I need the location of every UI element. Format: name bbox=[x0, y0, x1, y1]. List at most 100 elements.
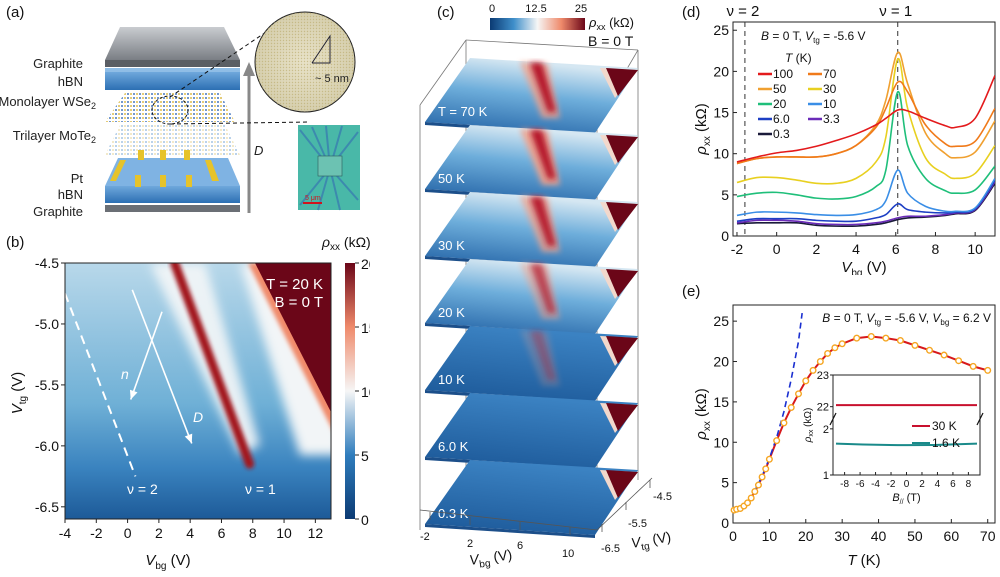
x-tick-label: 30 bbox=[834, 528, 850, 544]
slice-label: 50 K bbox=[438, 171, 465, 186]
x-tick-label: 8 bbox=[932, 241, 940, 257]
slice-label: 6.0 K bbox=[438, 439, 469, 454]
x-tick-label: -2 bbox=[90, 525, 103, 541]
x-axis-label: T (K) bbox=[847, 552, 880, 569]
y-axis-label: Vtg (V) bbox=[9, 372, 29, 415]
panel-b-label: (b) bbox=[6, 234, 25, 251]
nu1-ridge bbox=[170, 263, 255, 469]
layer-label: Graphite bbox=[33, 56, 83, 71]
colorbar bbox=[490, 18, 585, 30]
inset-y-axis-label: ρxx (kΩ) bbox=[803, 408, 815, 444]
y-axis-label: Vtg (V) bbox=[630, 528, 673, 555]
data-point bbox=[773, 437, 781, 445]
data-point bbox=[787, 404, 795, 412]
data-point bbox=[838, 340, 846, 348]
axis-break-right bbox=[976, 412, 984, 426]
y-tick-label: 5 bbox=[721, 187, 729, 203]
n-arrow bbox=[129, 311, 163, 400]
legend-label: 100 bbox=[773, 67, 793, 81]
data-point bbox=[754, 481, 762, 489]
panel-c-label: (c) bbox=[437, 4, 455, 21]
panel-c-3d-slices: 0 12.5 25 ρxx (kΩ) B = 0 T T = 70 K 50 K 3… bbox=[419, 3, 673, 572]
legend-label: 70 bbox=[823, 67, 837, 81]
data-point bbox=[911, 341, 919, 349]
x-axis-label: Vbg (V) bbox=[468, 546, 513, 572]
data-point bbox=[816, 358, 824, 366]
optical-scale-label: 5 μm bbox=[305, 195, 321, 202]
data-point bbox=[809, 366, 817, 374]
data-point bbox=[925, 346, 933, 354]
d-arrowhead bbox=[184, 433, 193, 444]
slice-6: 0.3 K bbox=[425, 460, 638, 538]
x-tick-label: 0 bbox=[124, 525, 132, 541]
x-tick-label: 8 bbox=[249, 525, 257, 541]
data-point bbox=[765, 455, 773, 463]
y-tick-label: 20 bbox=[713, 354, 729, 370]
inset-legend-label: 30 K bbox=[932, 419, 957, 433]
y-tick-label: 10 bbox=[713, 434, 729, 450]
panel-e-label: (e) bbox=[682, 283, 701, 300]
n-arrow-label: n bbox=[121, 366, 129, 382]
data-point bbox=[955, 357, 963, 365]
x-tick-label: 12 bbox=[308, 525, 324, 541]
layer-label: hBN bbox=[58, 74, 83, 89]
field-annotation: B = 0 T bbox=[274, 294, 323, 311]
x-tick-label: 4 bbox=[852, 241, 860, 257]
high-resistance-corner bbox=[606, 135, 638, 163]
slice-surface bbox=[425, 58, 638, 133]
high-resistance-corner bbox=[606, 269, 638, 297]
inset-x-tick-label: -4 bbox=[871, 479, 880, 490]
mote2-layer bbox=[105, 125, 240, 155]
y-tick-label: 25 bbox=[713, 22, 729, 38]
x-tick-label: 10 bbox=[276, 525, 292, 541]
x-tick-label: -2 bbox=[731, 241, 744, 257]
data-point bbox=[969, 362, 977, 370]
slice-surface bbox=[425, 259, 638, 334]
data-point bbox=[744, 499, 752, 507]
colorbar-tick-label: 5 bbox=[361, 448, 369, 464]
y-tick: -5.5 bbox=[628, 518, 647, 530]
nu2-dashed-line bbox=[64, 293, 137, 477]
layer-label: Trilayer MoTe2 bbox=[13, 128, 96, 145]
y-tick-label: 0 bbox=[721, 228, 729, 244]
inset-frame bbox=[832, 374, 981, 476]
chart-title: B = 0 T, Vtg = -5.6 V bbox=[761, 29, 866, 45]
panel-a-label: (a) bbox=[6, 4, 25, 21]
inset-x-tick-label: 8 bbox=[966, 479, 972, 490]
inset-x-tick-label: -8 bbox=[840, 479, 849, 490]
slice-0: T = 70 K bbox=[425, 58, 638, 136]
x-tick-label: 0 bbox=[729, 528, 737, 544]
plot-frame bbox=[64, 262, 332, 520]
inset-y-tick-label: 1 bbox=[823, 470, 829, 482]
x-axis-label: Vbg (V) bbox=[145, 552, 190, 572]
d-arrow-label: D bbox=[254, 143, 263, 158]
temperature-annotation: T = 20 K bbox=[266, 276, 323, 293]
legend-label: 0.3 bbox=[773, 127, 790, 141]
data-point bbox=[751, 488, 759, 496]
colorbar-title: ρxx (kΩ) bbox=[588, 15, 634, 32]
y-tick-label: 0 bbox=[721, 515, 729, 531]
nu1-label: ν = 1 bbox=[245, 481, 276, 497]
y-tick-label: 5 bbox=[721, 475, 729, 491]
nu1-ridge bbox=[530, 197, 556, 246]
y-tick-label: 15 bbox=[713, 105, 729, 121]
series-line-100 bbox=[736, 75, 995, 163]
nu1-ridge bbox=[530, 264, 556, 313]
slice-label: 20 K bbox=[438, 305, 465, 320]
x-tick-label: 6 bbox=[218, 525, 226, 541]
y-tick-label: -4.5 bbox=[35, 255, 59, 271]
inset-x-tick-label: -6 bbox=[856, 479, 865, 490]
data-point bbox=[896, 337, 904, 345]
colorbar-tick-label: 15 bbox=[361, 320, 370, 336]
x-tick-label: 20 bbox=[798, 528, 814, 544]
colorbar-title: ρxx (kΩ) bbox=[321, 234, 370, 253]
x-tick-label: 2 bbox=[155, 525, 163, 541]
y-tick-label: -6.5 bbox=[35, 499, 59, 515]
slice-label: 10 K bbox=[438, 372, 465, 387]
inset-y-tick-label: 22 bbox=[817, 402, 829, 414]
moire-unit-triangle bbox=[311, 34, 331, 64]
x-tick-label: 40 bbox=[871, 528, 887, 544]
legend-label: 10 bbox=[823, 97, 837, 111]
filling-label: ν = 2 bbox=[726, 3, 759, 20]
